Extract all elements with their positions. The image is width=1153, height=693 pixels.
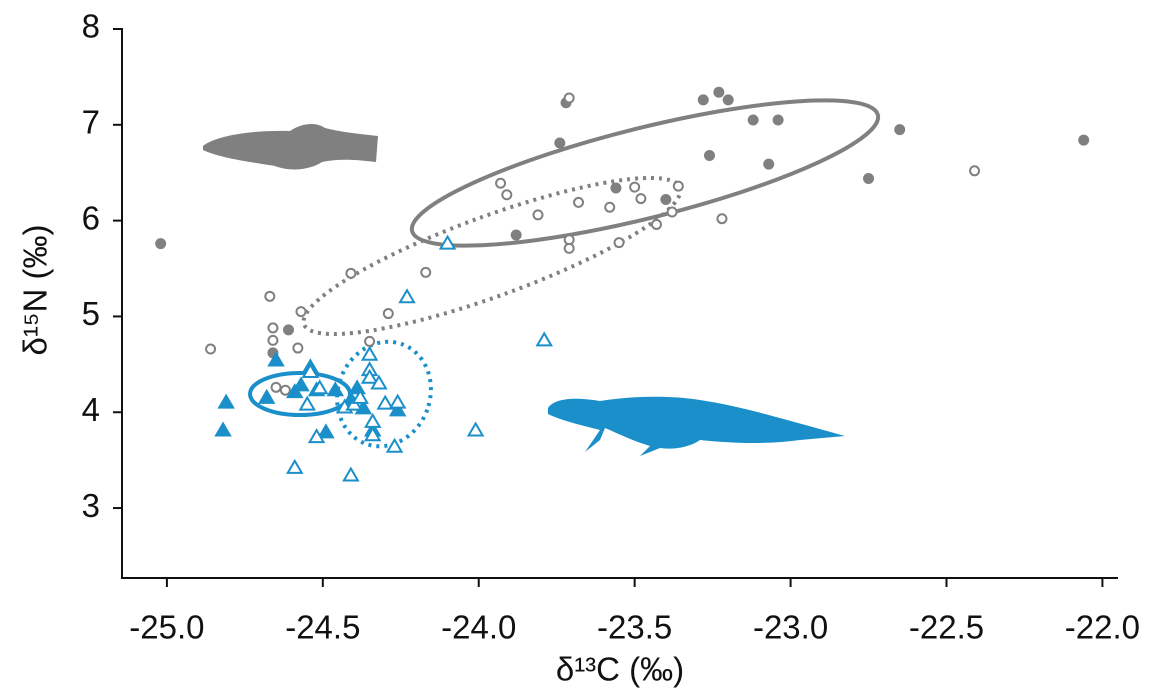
y-tick-label: 8	[82, 8, 100, 45]
point	[668, 208, 677, 217]
x-tick-label: -22.5	[909, 609, 984, 646]
point	[714, 88, 723, 97]
point	[421, 268, 430, 277]
point	[537, 333, 551, 345]
point	[705, 151, 714, 160]
point	[699, 95, 708, 104]
x-tick-label: -24.5	[285, 609, 360, 646]
x-tick-label: -24.0	[441, 609, 516, 646]
point	[1079, 136, 1088, 145]
point	[219, 396, 233, 408]
point	[288, 461, 302, 473]
point	[502, 190, 511, 199]
ellipse	[401, 71, 889, 274]
point	[496, 179, 505, 188]
point	[615, 238, 624, 247]
point	[344, 468, 358, 480]
point	[281, 386, 290, 395]
x-tick-label: -23.5	[597, 609, 672, 646]
point	[565, 244, 574, 253]
point	[294, 378, 308, 390]
point	[300, 398, 314, 410]
point	[565, 93, 574, 102]
point	[346, 269, 355, 278]
chart: δ¹³C (‰) δ¹⁵N (‰) -25.0 -24.5 -24.0 -23.5 -2…	[0, 0, 1153, 693]
point	[391, 396, 405, 408]
point	[366, 415, 380, 427]
point	[293, 344, 302, 353]
point	[265, 292, 274, 301]
x-axis-label: δ¹³C (‰)	[556, 651, 684, 688]
point	[864, 174, 873, 183]
point	[512, 230, 521, 239]
point	[296, 307, 305, 316]
fish-silhouette	[203, 124, 378, 169]
point	[724, 95, 733, 104]
point	[717, 214, 726, 223]
point	[636, 194, 645, 203]
y-tick-label: 4	[82, 391, 100, 428]
point	[388, 440, 402, 452]
point	[268, 336, 277, 345]
point	[661, 195, 670, 204]
point	[284, 325, 293, 334]
y-tick-label: 3	[82, 487, 100, 524]
point	[674, 182, 683, 191]
point	[630, 183, 639, 192]
point	[268, 323, 277, 332]
y-tick-label: 6	[82, 199, 100, 236]
point	[206, 345, 215, 354]
point	[319, 425, 333, 437]
point	[533, 210, 542, 219]
point	[555, 139, 564, 148]
point	[611, 184, 620, 193]
y-tick-label: 5	[82, 295, 100, 332]
point	[384, 309, 393, 318]
point	[365, 337, 374, 346]
point	[970, 166, 979, 175]
point	[328, 383, 342, 395]
point	[156, 239, 165, 248]
x-tick-label: -25.0	[129, 609, 204, 646]
point	[749, 116, 758, 125]
y-axis-label: δ¹⁵N (‰)	[17, 224, 54, 355]
point	[605, 203, 614, 212]
point	[272, 383, 281, 392]
x-tick-label: -23.0	[753, 609, 828, 646]
point	[774, 116, 783, 125]
point	[469, 423, 483, 435]
point	[400, 290, 414, 302]
point	[260, 391, 274, 403]
point	[895, 125, 904, 134]
salamander-silhouette	[548, 397, 845, 456]
point	[764, 160, 773, 169]
x-tick-label: -22.0	[1065, 609, 1140, 646]
point	[652, 220, 661, 229]
point	[216, 423, 230, 435]
y-tick-label: 7	[82, 104, 100, 141]
point	[574, 198, 583, 207]
